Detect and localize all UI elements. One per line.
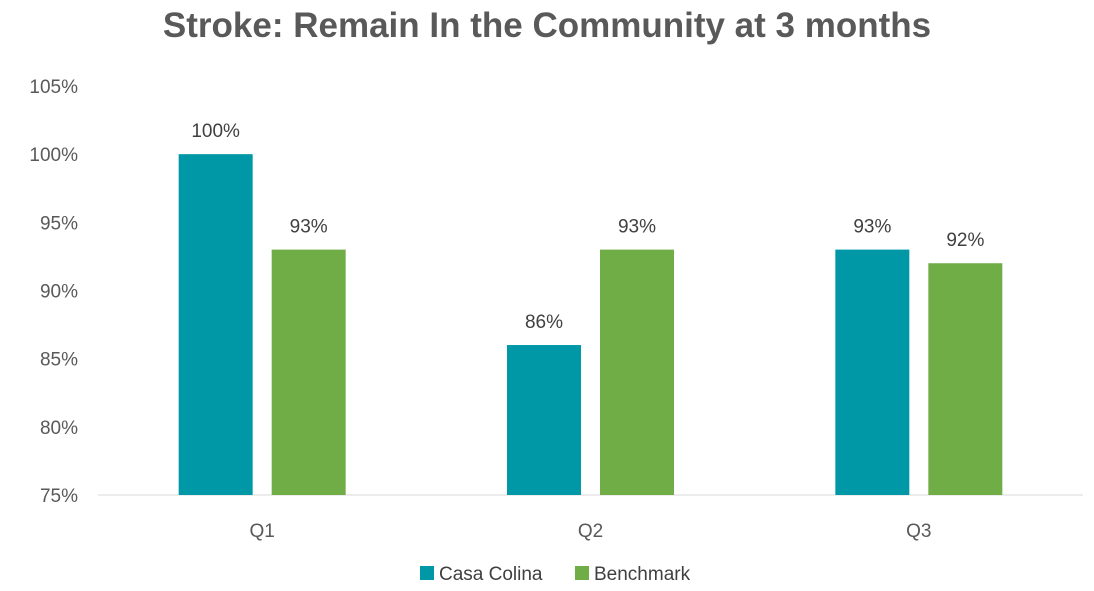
legend-label: Benchmark <box>594 564 691 585</box>
y-tick-label: 95% <box>40 213 78 234</box>
data-label: 93% <box>853 217 891 238</box>
bar-casa-colina-q3 <box>835 249 910 495</box>
y-tick-label: 80% <box>40 418 78 439</box>
bar-casa-colina-q1 <box>178 154 253 495</box>
y-tick-label: 100% <box>29 145 78 166</box>
y-tick-label: 90% <box>40 282 78 303</box>
y-tick-label: 85% <box>40 350 78 371</box>
legend-label: Casa Colina <box>439 564 543 585</box>
y-tick-label: 75% <box>40 486 78 507</box>
bar-benchmark-q3 <box>928 263 1003 495</box>
x-tick-label: Q3 <box>906 521 931 542</box>
data-label: 93% <box>290 217 328 238</box>
data-label: 93% <box>618 217 656 238</box>
data-label: 86% <box>525 312 563 333</box>
bar-benchmark-q2 <box>600 249 674 495</box>
bar-casa-colina-q2 <box>507 345 581 495</box>
data-label: 100% <box>191 121 240 142</box>
x-tick-label: Q1 <box>249 521 274 542</box>
data-label: 92% <box>946 230 984 251</box>
chart-title: Stroke: Remain In the Community at 3 mon… <box>162 6 932 45</box>
y-tick-label: 105% <box>29 77 78 98</box>
bar-benchmark-q1 <box>271 249 346 495</box>
legend-swatch <box>420 566 434 580</box>
x-tick-label: Q2 <box>578 521 603 542</box>
legend-swatch <box>575 566 589 580</box>
